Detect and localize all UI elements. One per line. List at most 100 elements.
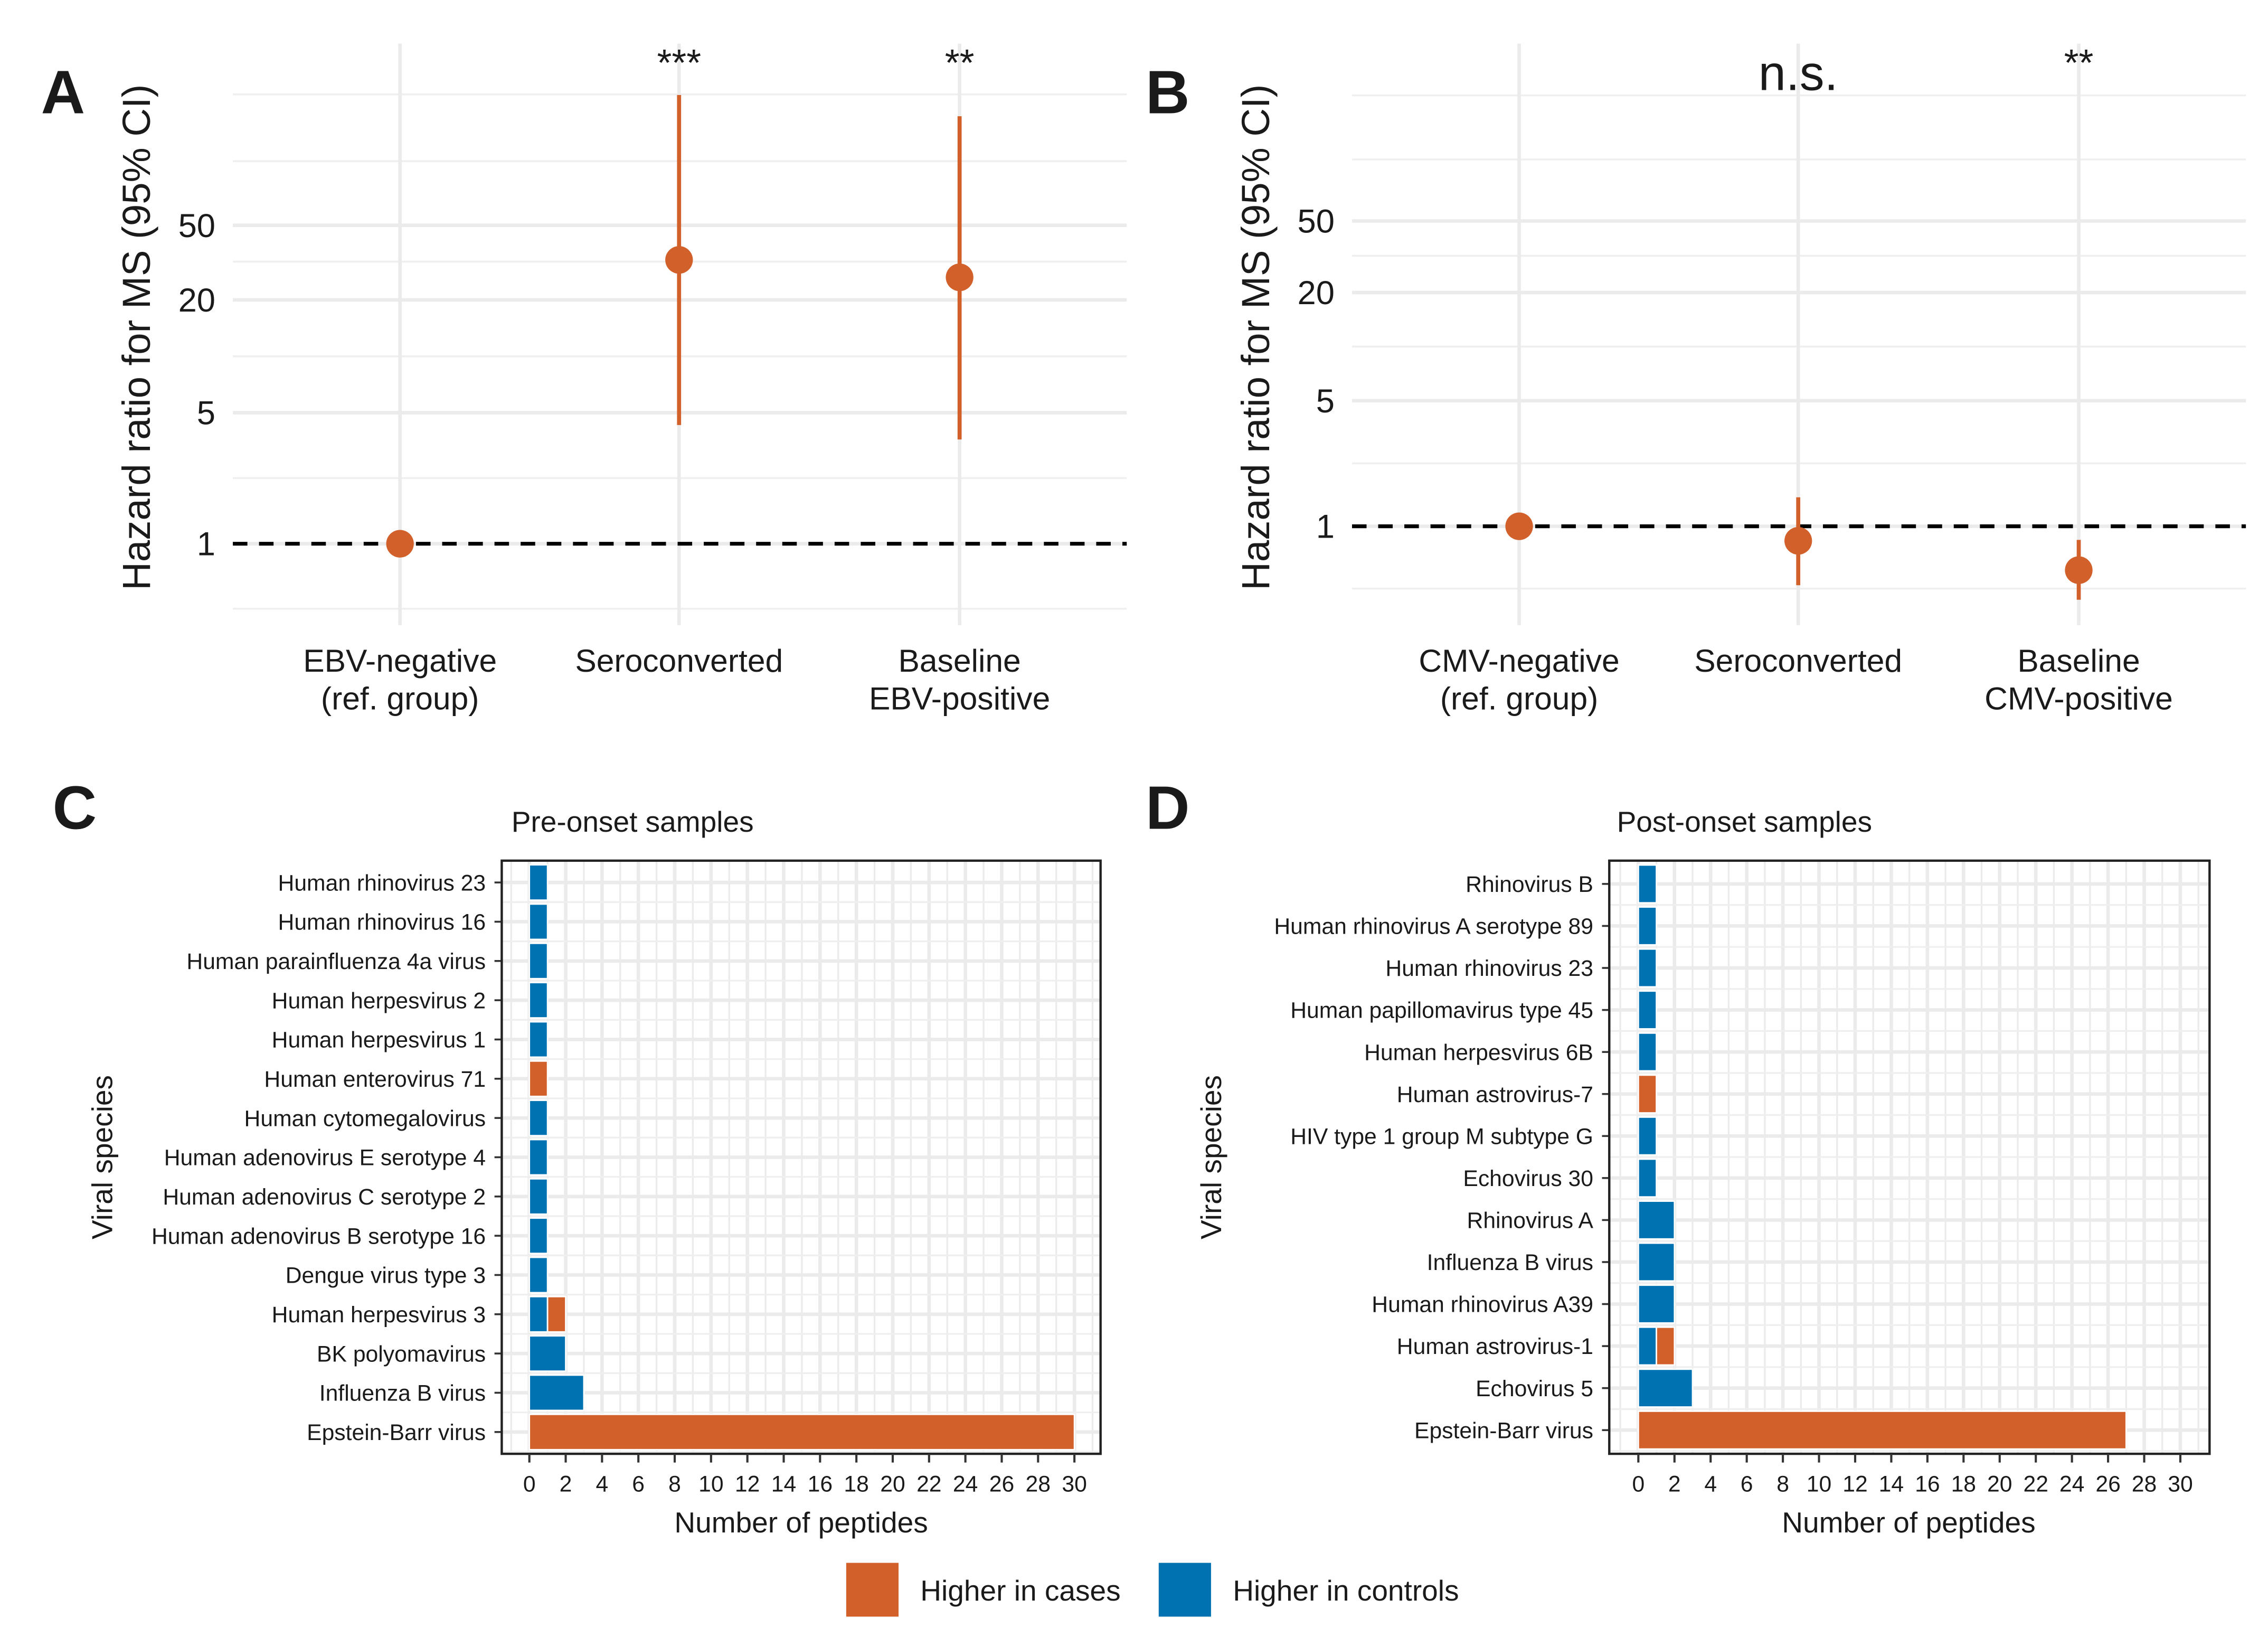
y-axis-title-b: Hazard ratio for MS (95% CI) bbox=[1234, 84, 1278, 590]
panel-a-significance-label: *** bbox=[657, 42, 701, 84]
panel-c-y-tick-label: Human adenovirus B serotype 16 bbox=[152, 1224, 486, 1249]
panel-c-x-tick-label: 30 bbox=[1062, 1472, 1086, 1497]
panel-d-x-tick-label: 24 bbox=[2059, 1472, 2084, 1497]
panel-d-bar-controls bbox=[1637, 1116, 1657, 1156]
panel-d-y-tick-label: Human rhinovirus A39 bbox=[1372, 1292, 1593, 1318]
panel-c-y-tick-label: Human rhinovirus 16 bbox=[278, 910, 486, 935]
panel-d-y-tick-label: HIV type 1 group M subtype G bbox=[1290, 1124, 1593, 1149]
legend-label-cases: Higher in cases bbox=[920, 1574, 1120, 1607]
panel-d-bar-controls bbox=[1637, 1032, 1657, 1072]
panel-d-y-tick-label: Rhinovirus B bbox=[1466, 872, 1593, 897]
chart-title-d: Post-onset samples bbox=[1617, 805, 1872, 838]
y-axis-title-c: Viral species bbox=[86, 1075, 119, 1239]
panel-b-y-tick-label: 50 bbox=[1297, 203, 1334, 240]
panel-c-x-tick-label: 6 bbox=[632, 1472, 645, 1497]
chart-title-c: Pre-onset samples bbox=[512, 805, 754, 838]
y-axis-title-a: Hazard ratio for MS (95% CI) bbox=[115, 84, 158, 590]
panel-c-bar-controls bbox=[528, 1021, 549, 1058]
panel-d-y-tick-label: Echovirus 30 bbox=[1463, 1166, 1593, 1191]
panel-label-d: D bbox=[1146, 773, 1190, 842]
legend-swatch-controls bbox=[1158, 1563, 1211, 1617]
panel-c-x-tick-label: 24 bbox=[953, 1472, 978, 1497]
panel-d-x-tick-label: 16 bbox=[1915, 1472, 1940, 1497]
legend-swatch-cases bbox=[846, 1563, 899, 1617]
panel-c-x-tick-label: 18 bbox=[844, 1472, 868, 1497]
legend: Higher in cases Higher in controls bbox=[846, 1563, 1459, 1617]
panel-d-x-tick-label: 0 bbox=[1632, 1472, 1645, 1497]
panel-b-x-tick-label: CMV-negative bbox=[1419, 643, 1619, 679]
panel-c-y-tick-label: Human cytomegalovirus bbox=[244, 1106, 486, 1131]
panel-c-bar-cases bbox=[528, 1060, 549, 1097]
panel-b-y-tick-label: 5 bbox=[1316, 383, 1335, 420]
panel-c-x-tick-label: 2 bbox=[560, 1472, 572, 1497]
panel-c-y-tick-label: Dengue virus type 3 bbox=[286, 1263, 486, 1288]
panel-d-x-tick-label: 18 bbox=[1951, 1472, 1976, 1497]
panel-c-x-tick-label: 26 bbox=[989, 1472, 1014, 1497]
panel-a-y-tick-label: 1 bbox=[197, 526, 215, 563]
panel-label-c: C bbox=[53, 773, 97, 842]
panel-c-bar-controls bbox=[528, 903, 549, 940]
panel-a-y-tick-label: 20 bbox=[178, 282, 215, 319]
panel-c-y-tick-label: Human herpesvirus 1 bbox=[272, 1028, 486, 1053]
panel-c-y-tick-label: Human herpesvirus 2 bbox=[272, 988, 486, 1013]
panel-c-bar-controls bbox=[528, 982, 549, 1019]
panel-c-x-tick-label: 28 bbox=[1026, 1472, 1051, 1497]
panel-d-bar-controls bbox=[1637, 1242, 1676, 1282]
x-axis-title-d: Number of peptides bbox=[1782, 1506, 2035, 1539]
panel-c-y-tick-label: Human adenovirus E serotype 4 bbox=[164, 1145, 486, 1171]
panel-label-b: B bbox=[1146, 58, 1190, 127]
panel-c-x-tick-label: 8 bbox=[668, 1472, 681, 1497]
panel-d-x-tick-label: 14 bbox=[1879, 1472, 1904, 1497]
legend-label-controls: Higher in controls bbox=[1233, 1574, 1459, 1607]
panel-d-plot-border bbox=[1608, 859, 2211, 1455]
panel-a-hr-point bbox=[946, 264, 974, 291]
panel-d-x-tick-label: 10 bbox=[1807, 1472, 1831, 1497]
panel-c-bar-controls bbox=[528, 1335, 566, 1372]
panel-c-bar-controls bbox=[528, 1178, 549, 1215]
panel-a-y-tick-label: 50 bbox=[178, 208, 215, 244]
panel-c-y-tick-label: Human enterovirus 71 bbox=[264, 1067, 486, 1092]
panel-a-hr-point bbox=[665, 246, 693, 274]
y-axis-title-d: Viral species bbox=[1195, 1075, 1227, 1239]
panel-a-x-tick-label: (ref. group) bbox=[321, 681, 479, 717]
panel-d-y-tick-label: Human rhinovirus 23 bbox=[1385, 956, 1593, 981]
panel-c-plot-border bbox=[500, 859, 1102, 1455]
panel-a-y-tick-label: 5 bbox=[197, 395, 215, 432]
panel-b-x-tick-label: Baseline bbox=[2017, 643, 2140, 679]
panel-d-bar-controls bbox=[1637, 948, 1657, 988]
panel-c-bar-cases bbox=[546, 1295, 566, 1333]
panel-c-y-tick-label: Influenza B virus bbox=[319, 1381, 486, 1406]
panel-d-x-tick-label: 30 bbox=[2168, 1472, 2193, 1497]
panel-d-y-tick-label: Human papillomavirus type 45 bbox=[1290, 998, 1593, 1023]
panel-d-y-tick-label: Echovirus 5 bbox=[1476, 1376, 1593, 1401]
panel-c-x-tick-label: 14 bbox=[771, 1472, 796, 1497]
panel-b-hr-point bbox=[1505, 512, 1533, 540]
panel-c-bar-controls bbox=[528, 864, 549, 901]
panel-c-bar-cases bbox=[528, 1413, 1075, 1451]
panel-d-y-tick-label: Rhinovirus A bbox=[1467, 1208, 1594, 1234]
panel-d-x-tick-label: 22 bbox=[2023, 1472, 2048, 1497]
panel-d-bar-controls bbox=[1637, 864, 1657, 904]
panel-c-bar-controls bbox=[528, 942, 549, 980]
panel-d-x-tick-label: 8 bbox=[1776, 1472, 1789, 1497]
panel-c-x-tick-label: 0 bbox=[523, 1472, 536, 1497]
panel-d-bar-cases bbox=[1637, 1074, 1657, 1114]
panel-c-bar-controls bbox=[528, 1374, 585, 1412]
panel-b-x-tick-label: CMV-positive bbox=[1984, 681, 2173, 717]
panel-a-hr-point bbox=[386, 530, 414, 558]
panel-a-x-tick-label: Baseline bbox=[898, 643, 1020, 679]
panel-c-x-tick-label: 12 bbox=[735, 1472, 760, 1497]
panel-a-x-tick-label: EBV-negative bbox=[303, 643, 497, 679]
panel-d-bar-controls bbox=[1637, 1284, 1676, 1324]
panel-b-x-tick-label: (ref. group) bbox=[1440, 681, 1598, 717]
panel-label-a: A bbox=[41, 58, 86, 127]
panel-c-y-tick-label: Epstein-Barr virus bbox=[307, 1420, 486, 1445]
panel-b-y-tick-label: 1 bbox=[1316, 509, 1335, 545]
panel-d-y-tick-label: Epstein-Barr virus bbox=[1414, 1418, 1593, 1443]
panel-c-y-tick-label: Human adenovirus C serotype 2 bbox=[163, 1184, 486, 1210]
panel-b-hr-point bbox=[2065, 556, 2093, 584]
panel-d-x-tick-label: 28 bbox=[2132, 1472, 2157, 1497]
panel-c-x-tick-label: 22 bbox=[916, 1472, 941, 1497]
panel-c-bar-controls bbox=[528, 1256, 549, 1294]
